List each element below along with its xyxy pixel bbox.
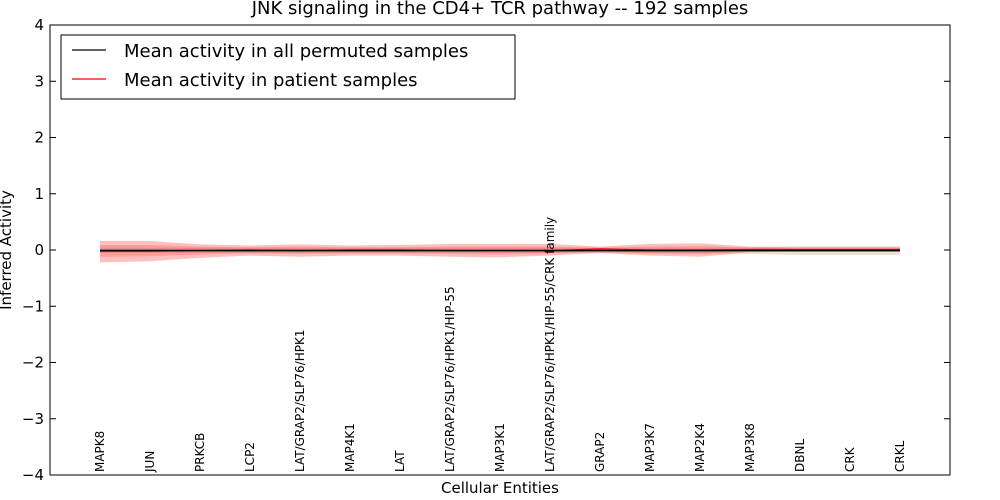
y-tick-label: −1 [22,297,44,315]
category-label: LAT/GRAP2/SLP76/HPK1/HIP-55/CRK family [543,217,557,472]
category-label: LAT/GRAP2/SLP76/HPK1/HIP-55 [443,286,457,472]
y-axis-title: Inferred Activity [0,190,15,310]
x-axis-categories: MAPK8 JUN PRKCB LCP2 LAT/GRAP2/SLP76/HPK1 MAP… [93,217,907,473]
legend-label-permuted: Mean activity in all permuted samples [124,41,468,62]
category-label: GRAP2 [593,432,607,472]
category-label: LAT [393,450,407,472]
category-label: MAP2K4 [693,423,707,472]
confidence-bands [100,241,900,263]
category-label: MAP4K1 [343,423,357,472]
category-label: LCP2 [243,442,257,472]
category-label: LAT/GRAP2/SLP76/HPK1 [293,330,307,473]
y-tick-label: 0 [34,241,44,259]
patient-band-outer [100,241,900,263]
y-tick-label: −4 [22,466,44,484]
chart-title: JNK signaling in the CD4+ TCR pathway --… [251,0,749,19]
x-axis-title: Cellular Entities [441,479,559,497]
category-label: MAP3K8 [743,423,757,472]
category-label: MAP3K1 [493,423,507,472]
category-label: PRKCB [193,433,207,472]
category-label: JUN [143,451,157,473]
category-label: CRK [843,446,857,472]
legend-label-patient: Mean activity in patient samples [124,70,418,91]
category-label: MAP3K7 [643,423,657,472]
y-tick-label: 3 [34,72,44,90]
y-axis: 4 3 2 1 0 −1 −2 −3 −4 [22,16,950,484]
y-tick-label: 4 [34,16,44,34]
category-label: CRKL [893,440,907,472]
y-tick-label: 2 [34,129,44,147]
category-label: MAPK8 [93,431,107,472]
series-lines [100,248,900,252]
y-tick-label: 1 [34,185,44,203]
y-tick-label: −2 [22,354,44,372]
y-tick-label: −3 [22,410,44,428]
legend-box [60,34,516,100]
legend: Mean activity in all permuted samples Me… [60,34,516,100]
category-label: DBNL [793,439,807,472]
